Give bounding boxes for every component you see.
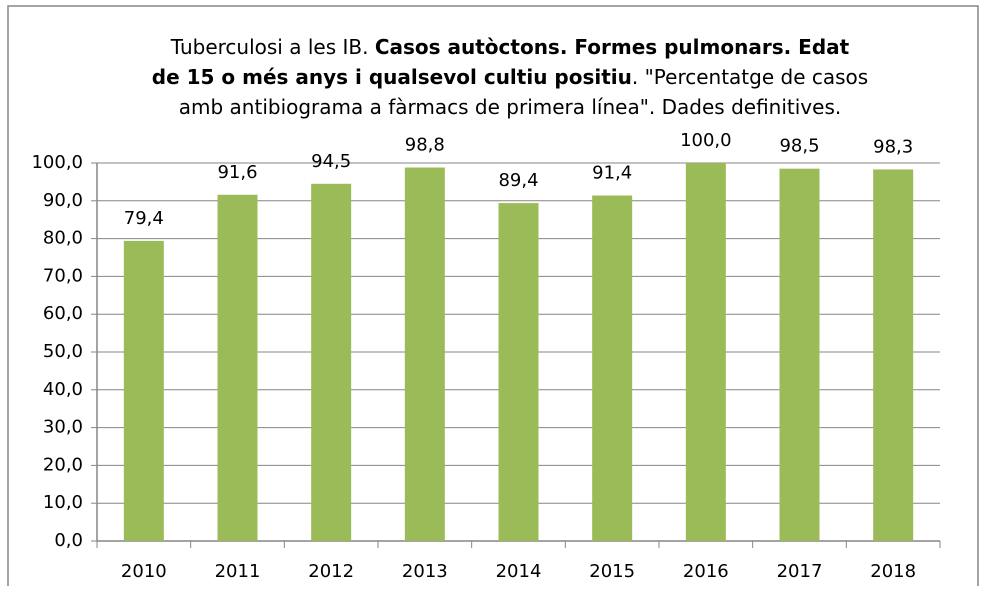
x-tick-label: 2014 [496,561,542,582]
x-tick-label: 2013 [402,561,448,582]
bar [685,163,726,541]
y-tick-label: 90,0 [43,190,83,211]
chart-title: de 15 o més anys i qualsevol cultiu posi… [152,65,868,89]
x-tick-label: 2018 [870,561,916,582]
y-tick-label: 40,0 [43,379,83,400]
chart-title: Tuberculosi a les IB. Casos autòctons. F… [170,35,850,59]
chart-title: amb antibiograma a fàrmacs de primera lí… [179,95,841,119]
title-run: Tuberculosi a les IB. [170,35,375,59]
value-label: 79,4 [124,208,164,229]
title-run: Casos autòctons. Formes pulmonars. Edat [375,35,850,59]
x-tick-label: 2016 [683,561,729,582]
y-tick-label: 0,0 [54,530,83,551]
y-tick-label: 60,0 [43,303,83,324]
y-tick-label: 20,0 [43,454,83,475]
y-tick-label: 10,0 [43,492,83,513]
x-tick-label: 2012 [308,561,354,582]
title-run: de 15 o més anys i qualsevol cultiu posi… [152,65,632,89]
y-tick-label: 100,0 [31,152,83,173]
y-tick-label: 70,0 [43,265,83,286]
bar [123,240,164,542]
title-run: amb antibiograma a fàrmacs de primera lí… [179,95,841,119]
value-label: 100,0 [680,130,732,151]
bar [404,167,445,541]
y-tick-label: 80,0 [43,228,83,249]
x-tick-label: 2017 [777,561,823,582]
y-tick-label: 30,0 [43,417,83,438]
value-label: 98,8 [405,135,445,156]
x-tick-label: 2015 [589,561,635,582]
x-tick-label: 2011 [215,561,261,582]
value-label: 98,5 [779,136,819,157]
value-label: 89,4 [498,170,538,191]
value-label: 94,5 [311,151,351,172]
title-run: . "Percentatge de casos [632,65,868,89]
y-tick-label: 50,0 [43,341,83,362]
value-label: 98,3 [873,136,913,157]
bar [311,183,352,542]
bar [779,168,820,542]
bar [498,203,539,541]
bar [217,194,258,541]
x-tick-label: 2010 [121,561,167,582]
bar [873,169,914,541]
value-label: 91,4 [592,163,632,184]
value-label: 91,6 [217,162,257,183]
bar [592,195,633,541]
